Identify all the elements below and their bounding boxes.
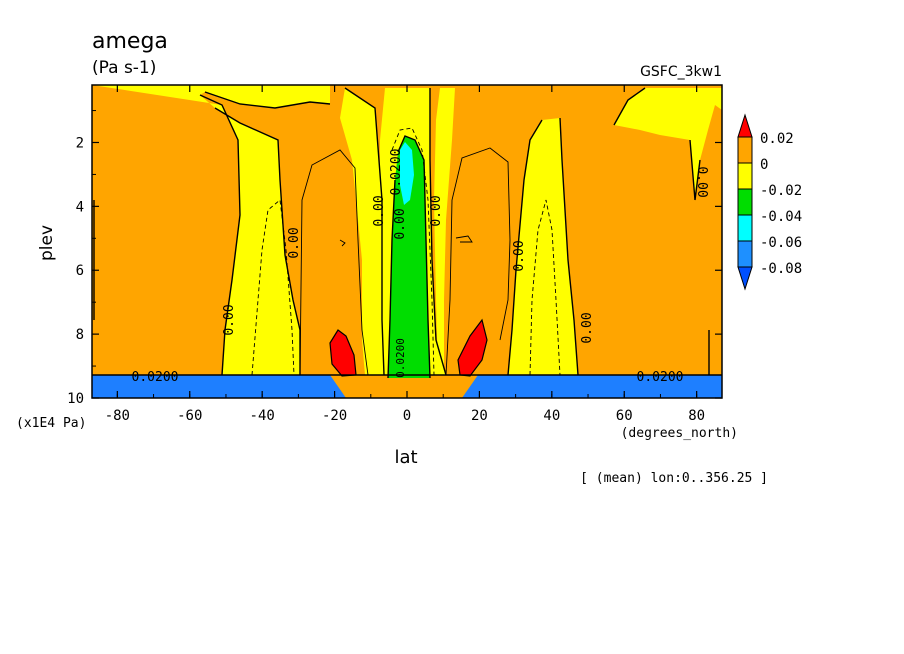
colorbar-label: -0.02 <box>760 183 802 199</box>
y-axis: 2 4 6 8 10 <box>67 110 722 407</box>
chart-title: amega <box>92 29 168 54</box>
contour-label: 0.00 <box>429 195 444 226</box>
x-tick-label: -40 <box>250 408 275 424</box>
x-tick-label: 0 <box>403 408 411 424</box>
contour-label: 0.0200 <box>132 370 179 385</box>
region-mid-left-yellow <box>340 88 384 375</box>
contour-label: 0.00 <box>580 312 595 343</box>
colorbar-label: -0.06 <box>760 235 802 251</box>
footer-note: [ (mean) lon:0..356.25 ] <box>580 471 768 486</box>
region-left-surface-blue <box>92 375 346 398</box>
region-top-right-yellow <box>614 88 722 200</box>
region-upper-left-yellow <box>92 85 330 375</box>
x-tick-label: 80 <box>688 408 705 424</box>
colorbar-label: 0 <box>760 157 768 173</box>
contour-label: 0.00 <box>694 166 709 197</box>
y-tick-label: 6 <box>76 263 84 279</box>
x-axis-label: lat <box>394 447 417 468</box>
region-equator-cyan <box>400 142 414 205</box>
y-tick-label: 2 <box>76 135 84 151</box>
region-mid-right-yellow <box>434 88 455 375</box>
colorbar-box <box>737 240 753 268</box>
contour-label: 0.0200 <box>389 149 404 196</box>
x-tick-label: -80 <box>105 408 130 424</box>
contour-label: 0.00 <box>372 195 387 226</box>
x-tick-label: 20 <box>471 408 488 424</box>
y-tick-label: 10 <box>67 391 84 407</box>
contour-label: 0.00 <box>222 304 237 335</box>
x-axis: -80 -60 -40 -20 0 20 40 60 80 <box>105 85 705 424</box>
y-axis-label: plev <box>37 225 57 261</box>
y-tick-label: 4 <box>76 199 84 215</box>
colorbar-label: -0.08 <box>760 261 802 277</box>
region-equator-green <box>388 136 430 378</box>
contour-label: 0.0200 <box>394 338 407 378</box>
colorbar-box <box>737 162 753 190</box>
colorbar: 0.02 0 -0.02 -0.04 -0.06 -0.08 <box>737 113 802 291</box>
colorbar-label: -0.04 <box>760 209 802 225</box>
x-tick-label: 40 <box>543 408 560 424</box>
y-tick-label: 8 <box>76 327 84 343</box>
colorbar-label: 0.02 <box>760 131 794 147</box>
region-right-surface-blue <box>462 375 722 398</box>
region-right-yellow <box>508 118 578 375</box>
x-tick-label: -20 <box>322 408 347 424</box>
colorbar-box <box>737 214 753 242</box>
y-axis-units: (x1E4 Pa) <box>16 416 86 431</box>
chart-units: (Pa s-1) <box>92 58 156 78</box>
contour-label: 0.0200 <box>637 370 684 385</box>
colorbar-bottom-arrow <box>737 266 753 291</box>
contour-fields: 0.00 0.00 0.00 0.00 0.00 0.00 0.00 0.00 … <box>92 85 722 398</box>
contour-label: 0.00 <box>287 227 302 258</box>
contour-lines <box>92 87 722 379</box>
x-axis-units: (degrees_north) <box>621 426 738 441</box>
x-tick-label: 60 <box>616 408 633 424</box>
x-tick-label: -60 <box>177 408 202 424</box>
colorbar-box <box>737 136 753 164</box>
region-left-red <box>329 329 357 377</box>
contour-label: 0.00 <box>393 208 408 239</box>
colorbar-top-arrow <box>737 113 753 138</box>
contour-label: 0.00 <box>512 240 527 271</box>
colorbar-box <box>737 188 753 216</box>
dataset-label: GSFC_3kw1 <box>640 64 722 80</box>
